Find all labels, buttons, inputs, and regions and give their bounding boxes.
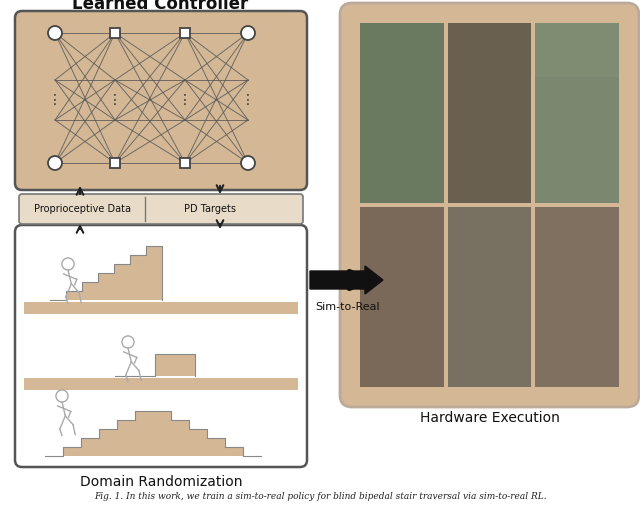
Text: ⋮: ⋮ <box>108 93 122 107</box>
Bar <box>110 28 120 38</box>
Bar <box>535 23 619 77</box>
Bar <box>360 23 444 77</box>
Circle shape <box>48 156 62 170</box>
Bar <box>535 207 619 261</box>
FancyBboxPatch shape <box>19 194 303 224</box>
FancyBboxPatch shape <box>340 3 639 407</box>
Bar <box>24 378 298 390</box>
Bar <box>360 23 444 203</box>
Text: Fig. 1. In this work, we train a sim-to-real policy for blind bipedal stair trav: Fig. 1. In this work, we train a sim-to-… <box>93 492 547 501</box>
Text: PD Targets: PD Targets <box>184 204 236 214</box>
Text: ⋮: ⋮ <box>48 93 62 107</box>
Text: Learned Controller: Learned Controller <box>72 0 248 13</box>
Bar <box>110 158 120 168</box>
Bar <box>535 207 619 387</box>
Bar <box>447 23 531 77</box>
FancyArrow shape <box>310 266 383 294</box>
Bar <box>360 207 444 387</box>
Text: ⋮: ⋮ <box>178 93 192 107</box>
Circle shape <box>241 156 255 170</box>
Circle shape <box>48 26 62 40</box>
Text: Hardware Execution: Hardware Execution <box>420 411 559 425</box>
Circle shape <box>241 26 255 40</box>
Bar <box>447 207 531 261</box>
FancyBboxPatch shape <box>15 11 307 190</box>
Bar <box>180 28 190 38</box>
Text: Domain Randomization: Domain Randomization <box>80 475 243 489</box>
Text: Proprioceptive Data: Proprioceptive Data <box>35 204 131 214</box>
Bar <box>447 23 531 203</box>
Text: ⋮: ⋮ <box>241 93 255 107</box>
Bar <box>360 207 444 261</box>
Polygon shape <box>115 354 195 376</box>
FancyBboxPatch shape <box>15 225 307 467</box>
Text: Sim-to-Real: Sim-to-Real <box>315 302 380 312</box>
Bar <box>447 207 531 387</box>
Bar <box>535 23 619 203</box>
Polygon shape <box>50 246 162 300</box>
Polygon shape <box>45 411 261 456</box>
Bar <box>180 158 190 168</box>
Bar <box>24 302 298 314</box>
